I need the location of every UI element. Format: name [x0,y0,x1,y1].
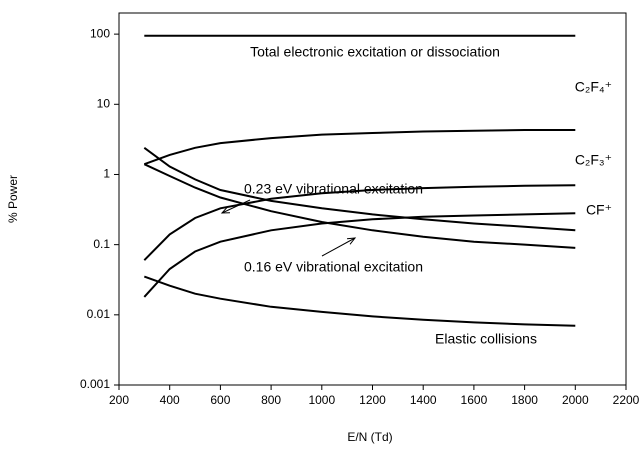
arrow-head [346,237,357,245]
series-line [143,129,576,166]
plot-frame [118,12,627,386]
y-tick-label: 1 [103,167,110,181]
series-line [143,184,576,261]
annotation-arrow [221,199,251,214]
y-axis-label: % Power [6,175,20,223]
y-tick-label: 100 [90,26,110,40]
series-label: C₂F₄⁺ [575,79,612,95]
x-axis-label: E/N (Td) [347,430,392,444]
x-tick-label: 1600 [461,393,488,407]
series-line [143,212,576,298]
x-tick-label: 200 [109,393,129,407]
series-line [143,275,576,327]
series-label: C₂F₃⁺ [575,152,612,168]
y-tick-label: 0.1 [93,237,110,251]
series-label: 0.23 eV vibrational excitation [244,181,423,197]
x-tick-label: 2000 [562,393,589,407]
x-tick-label: 1000 [308,393,335,407]
series-label: Total electronic excitation or dissociat… [250,44,500,60]
x-tick-label: 1400 [410,393,437,407]
series-line [143,146,576,232]
x-tick-label: 1200 [359,393,386,407]
x-tick-label: 400 [160,393,180,407]
annotation-arrow [321,237,356,257]
series-label: CF⁺ [586,202,612,218]
series-label: Elastic collisions [435,331,537,347]
y-tick-label: 0.01 [87,307,111,321]
arrow-head [220,206,231,214]
x-tick-label: 600 [210,393,230,407]
y-tick-label: 10 [97,96,111,110]
series-line [143,163,576,249]
x-tick-label: 1800 [511,393,538,407]
series-label: 0.16 eV vibrational excitation [244,259,423,275]
x-tick-label: 800 [261,393,281,407]
y-tick-label: 0.001 [80,377,110,391]
x-tick-label: 2200 [613,393,640,407]
